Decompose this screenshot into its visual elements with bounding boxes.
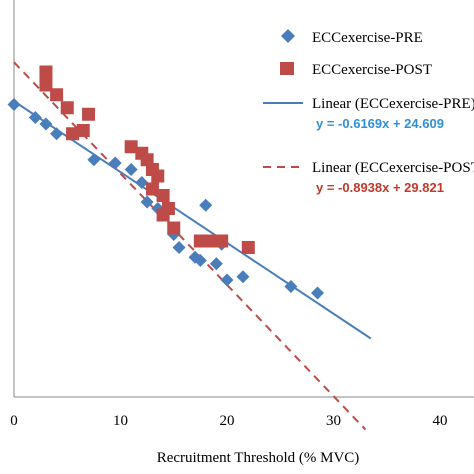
pre-point (199, 198, 213, 212)
x-axis-label: Recruitment Threshold (% MVC) (157, 450, 360, 466)
post-equation: y = -0.8938x + 29.821 (316, 180, 444, 195)
x-tick-label: 40 (433, 413, 448, 429)
post-points (39, 65, 255, 254)
post-point (215, 234, 229, 248)
x-tick-label: 0 (10, 413, 18, 429)
post-point (82, 107, 96, 121)
post-point (167, 221, 181, 235)
x-tick-label: 30 (326, 413, 341, 429)
post-point (66, 127, 80, 141)
axes (13, 0, 474, 398)
post-point (76, 124, 90, 137)
pre-point (220, 273, 234, 287)
pre-equation: y = -0.6169x + 24.609 (316, 116, 444, 131)
legend-pre-fit-label: Linear (ECCexercise-PRE) (312, 96, 474, 112)
post-point (193, 234, 207, 248)
post-point (156, 189, 170, 202)
x-tick-labels: 0 10 20 30 40 (10, 413, 447, 429)
pre-point (50, 127, 64, 141)
pre-point (108, 156, 122, 170)
pre-trendline (13, 100, 372, 340)
post-trendline (13, 61, 367, 431)
post-point (241, 241, 255, 254)
post-point (145, 182, 159, 196)
trendlines (13, 61, 372, 431)
pre-point (209, 257, 223, 271)
pre-points (7, 98, 325, 300)
legend-pre-label: ECCexercise-PRE (312, 30, 423, 46)
legend-post-marker (280, 62, 294, 75)
post-point (124, 140, 138, 154)
pre-point (28, 111, 42, 124)
post-point (156, 208, 170, 222)
pre-point (87, 153, 101, 167)
pre-point (311, 286, 325, 300)
pre-point (7, 98, 21, 111)
post-point (60, 101, 74, 115)
post-point (151, 169, 165, 183)
post-point (39, 65, 53, 79)
pre-point (193, 254, 207, 267)
post-point (204, 234, 218, 248)
legend-post-fit-label: Linear (ECCexercise-POST) (312, 160, 474, 176)
pre-point (39, 117, 53, 131)
x-tick-label: 10 (113, 413, 128, 429)
pre-point (135, 176, 149, 189)
legend-post-label: ECCexercise-POST (312, 62, 432, 78)
legend-pre-marker (281, 29, 295, 43)
pre-point (236, 270, 250, 284)
pre-point (140, 195, 154, 209)
pre-point (124, 163, 138, 176)
pre-point (284, 280, 298, 293)
post-point (50, 88, 64, 102)
x-tick-label: 20 (220, 413, 235, 429)
legend: ECCexercise-PRE ECCexercise-POST Linear … (263, 29, 474, 195)
pre-point (172, 241, 186, 254)
post-point (39, 78, 53, 92)
